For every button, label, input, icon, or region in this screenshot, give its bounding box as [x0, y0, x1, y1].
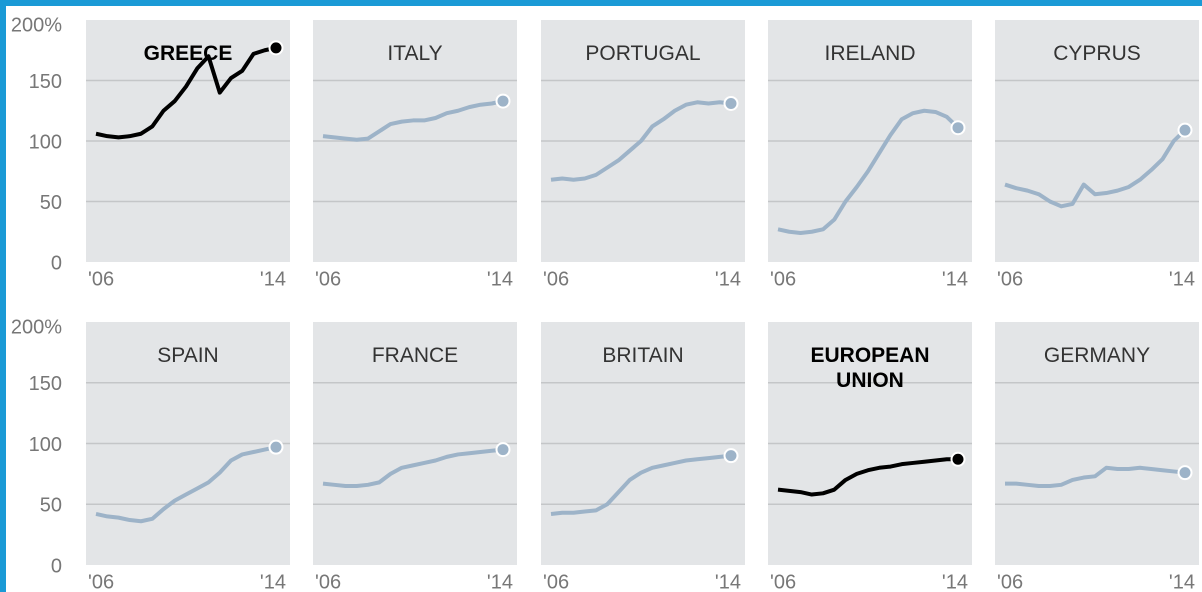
- series-line: [322, 99, 504, 142]
- x-tick-label: '14: [715, 571, 741, 592]
- panel-title: CYPRUS: [1053, 42, 1141, 65]
- y-tick-label: 200%: [11, 14, 62, 36]
- y-tick-label: 150: [29, 71, 62, 93]
- x-tick-label: '14: [487, 268, 513, 290]
- y-tick-label: 200%: [11, 316, 62, 338]
- series-line: [777, 457, 958, 497]
- series-line: [550, 100, 732, 182]
- y-tick-label: 50: [40, 192, 62, 214]
- series-line: [95, 45, 277, 140]
- y-tick-label: 100: [29, 434, 62, 456]
- y-tick-label: 150: [29, 373, 62, 395]
- end-dot: [723, 95, 739, 111]
- panel-title: PORTUGAL: [585, 42, 701, 65]
- panel-title: SPAIN: [157, 344, 219, 367]
- series-line: [1005, 465, 1186, 489]
- y-tick-label: 0: [51, 252, 62, 274]
- y-tick-label: 50: [40, 495, 62, 517]
- end-dot: [950, 451, 966, 467]
- panel-title: FRANCE: [371, 344, 459, 367]
- panel-title: IRELAND: [824, 42, 916, 65]
- panel-title: GREECE: [143, 42, 233, 65]
- end-dot: [723, 448, 739, 464]
- x-tick-label: '06: [315, 571, 341, 592]
- x-tick-label: '14: [942, 571, 968, 592]
- end-dot: [495, 93, 511, 109]
- series-line: [777, 108, 960, 235]
- x-tick-label: '06: [997, 268, 1023, 290]
- x-tick-label: '06: [315, 268, 341, 290]
- series-line: [95, 445, 277, 524]
- end-dot: [268, 40, 284, 56]
- panel-title: GERMANY: [1043, 344, 1151, 367]
- series-line: [322, 447, 504, 489]
- series-line: [1004, 128, 1187, 209]
- end-dot: [495, 442, 511, 458]
- x-tick-label: '06: [88, 571, 114, 592]
- y-tick-label: 0: [51, 555, 62, 577]
- x-tick-label: '06: [997, 571, 1023, 592]
- x-tick-label: '14: [260, 571, 286, 592]
- x-tick-label: '06: [770, 268, 796, 290]
- x-tick-label: '14: [942, 268, 968, 290]
- series-line: [550, 453, 732, 516]
- x-tick-label: '06: [543, 571, 569, 592]
- x-tick-label: '06: [88, 268, 114, 290]
- x-tick-label: '06: [543, 268, 569, 290]
- x-tick-label: '14: [1169, 571, 1195, 592]
- panel-title: EUROPEAN UNION: [810, 344, 930, 392]
- end-dot: [950, 120, 966, 136]
- x-tick-label: '14: [260, 268, 286, 290]
- x-tick-label: '14: [1169, 268, 1195, 290]
- panel-title: ITALY: [387, 42, 443, 65]
- end-dot: [1177, 122, 1193, 138]
- panel-title: BRITAIN: [602, 344, 684, 367]
- x-tick-label: '06: [770, 571, 796, 592]
- x-tick-label: '14: [487, 571, 513, 592]
- y-tick-label: 100: [29, 131, 62, 153]
- x-tick-label: '14: [715, 268, 741, 290]
- end-dot: [1177, 465, 1193, 481]
- end-dot: [268, 439, 284, 455]
